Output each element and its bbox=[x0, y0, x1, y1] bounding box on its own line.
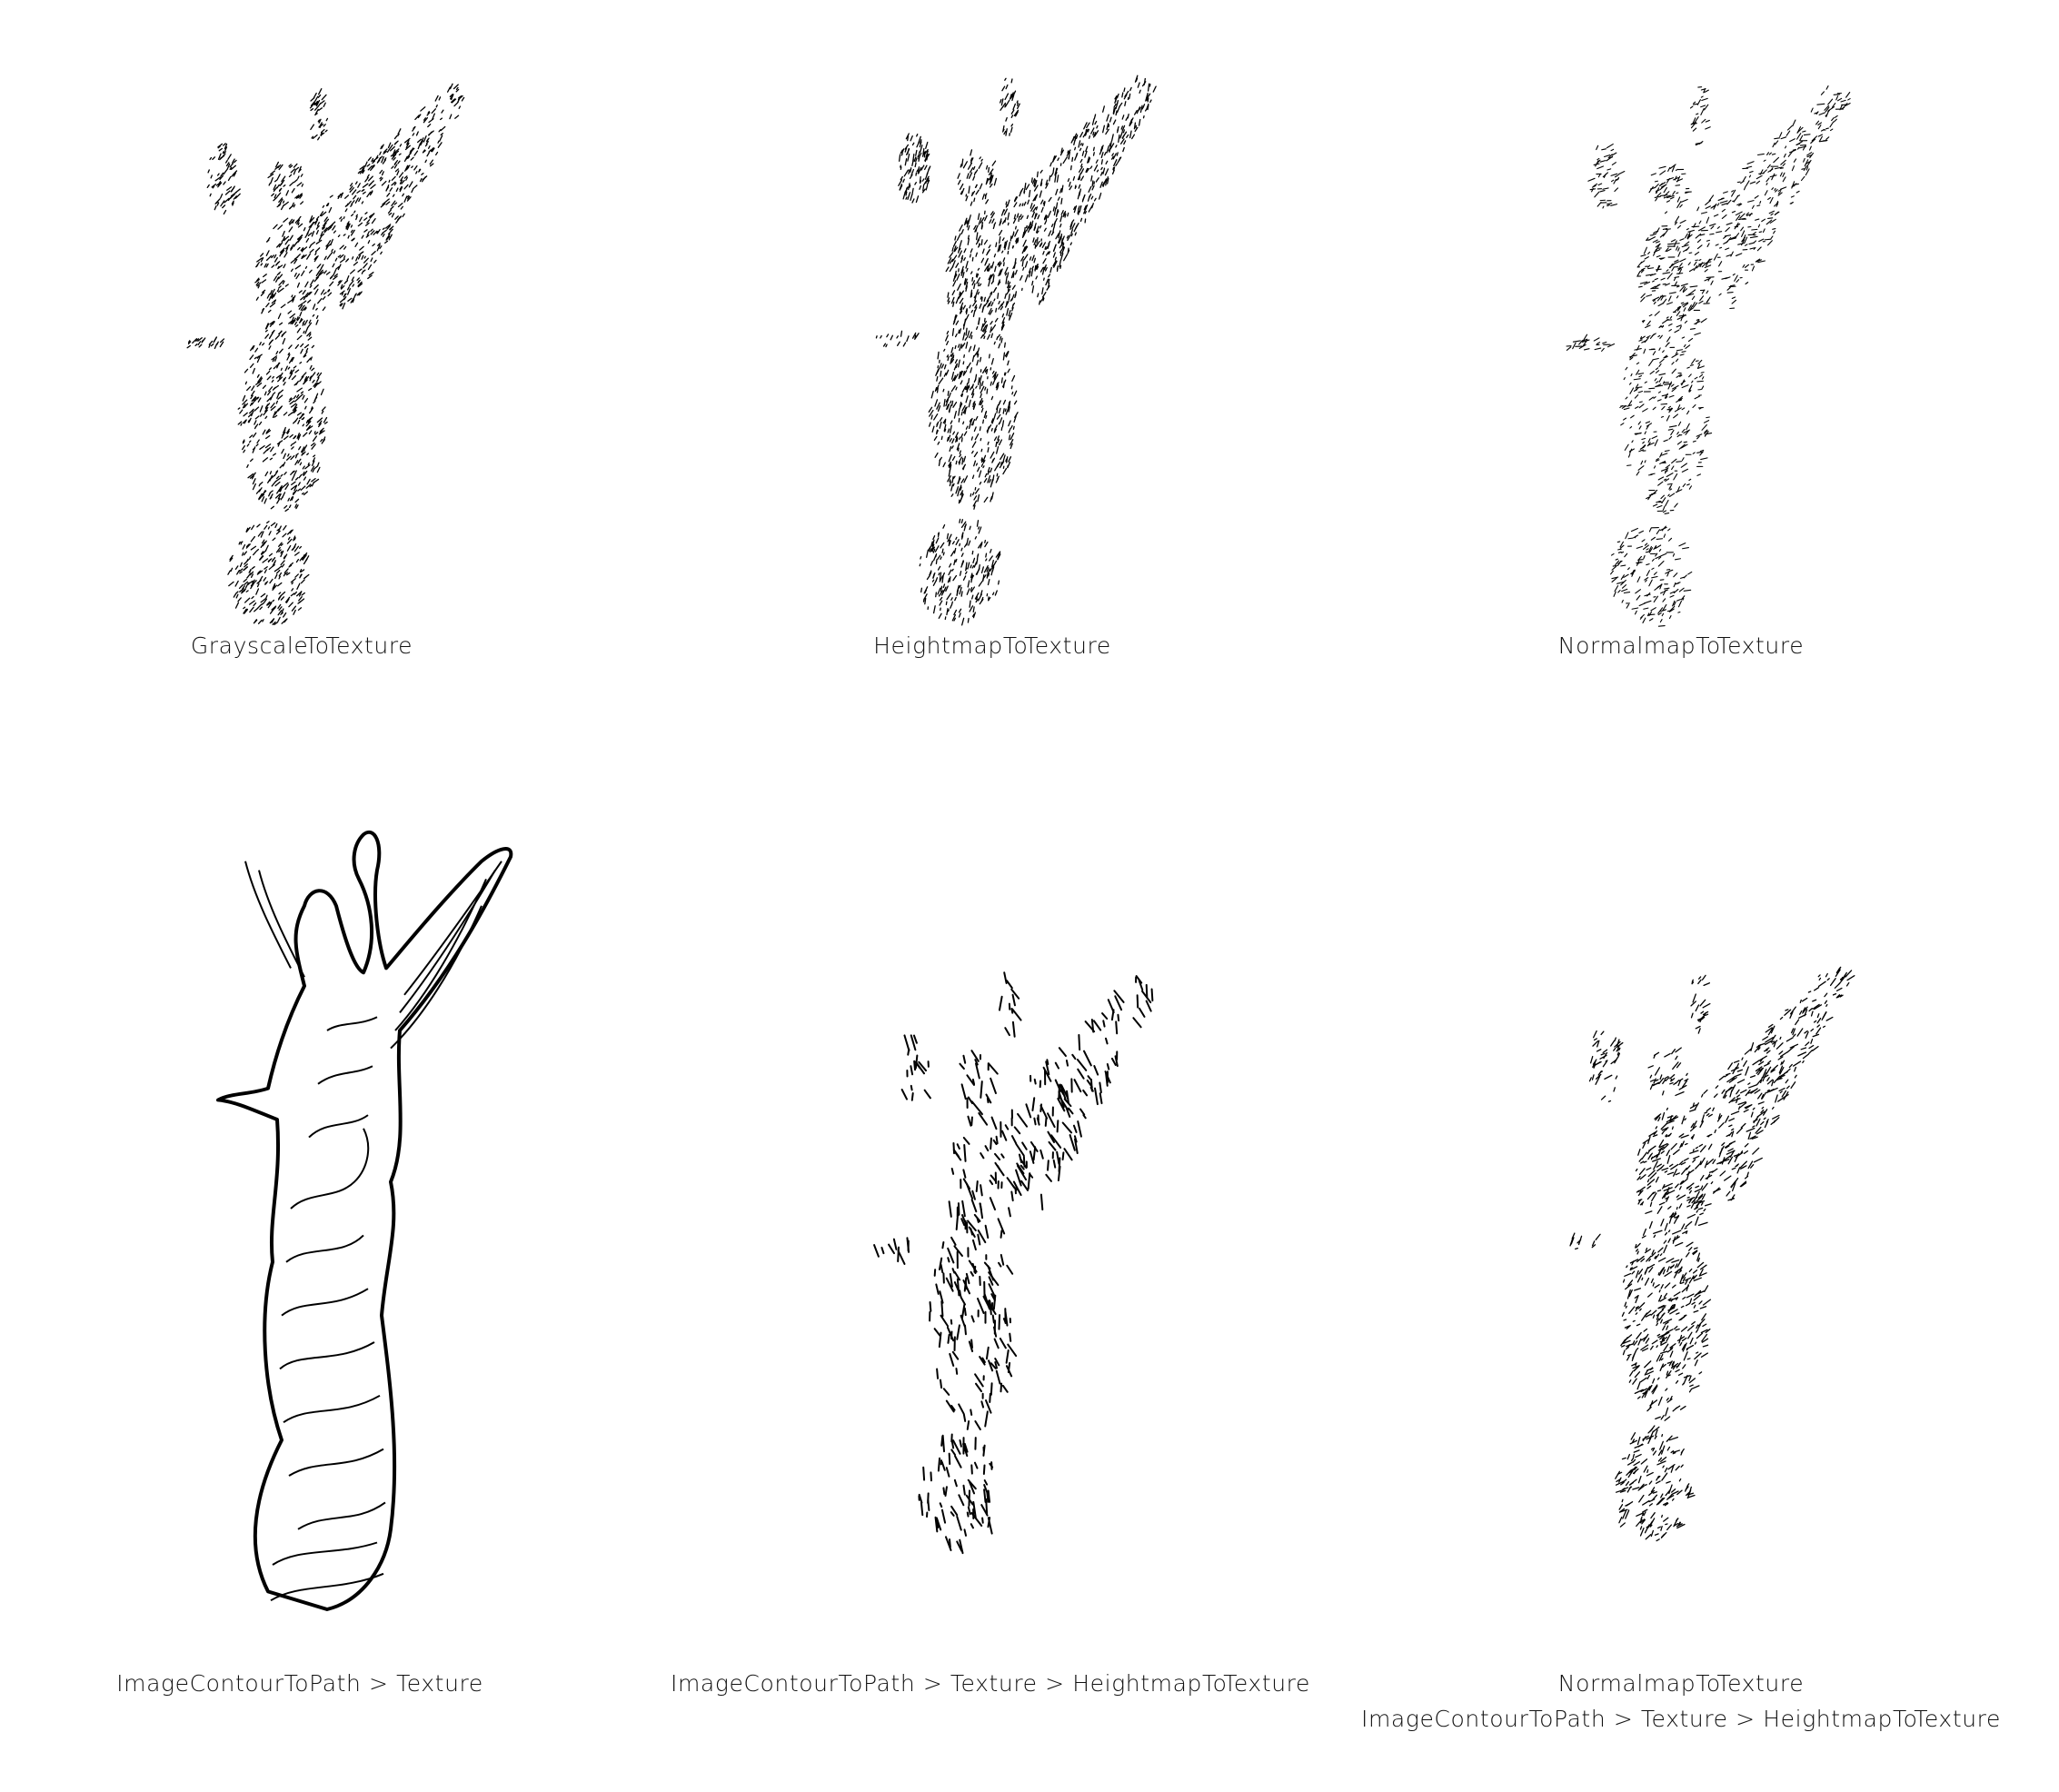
contour-line bbox=[399, 870, 496, 1014]
contour-line bbox=[308, 1114, 369, 1139]
angel-statue-stroke-render bbox=[873, 971, 1154, 1555]
contour-line bbox=[403, 861, 502, 996]
panel-normalmap-to-texture bbox=[1563, 82, 1890, 682]
contour-line bbox=[272, 1541, 378, 1566]
texture-marks bbox=[873, 971, 1154, 1555]
contour-line bbox=[281, 1288, 369, 1317]
angel-statue-mixed-render bbox=[1569, 966, 1855, 1542]
contour-line bbox=[326, 1016, 378, 1031]
angel-statue-stipple-render bbox=[875, 75, 1157, 626]
texture-marks bbox=[1569, 966, 1855, 1542]
texture-marks bbox=[875, 75, 1157, 626]
contour-line bbox=[258, 870, 305, 978]
caption-grayscale-to-texture: GrayscaleToTexture bbox=[190, 632, 413, 659]
contour-lines bbox=[216, 831, 513, 1611]
panel-heightmap-to-texture bbox=[872, 73, 1199, 682]
panel-grayscale-to-texture bbox=[182, 82, 509, 682]
angel-statue-stipple-render bbox=[186, 83, 465, 625]
contour-line bbox=[288, 1448, 384, 1477]
panel-contour-texture-heightmap bbox=[872, 963, 1199, 1599]
contour-line bbox=[283, 1394, 381, 1423]
caption-normalmap-line-2: ImageContourToPath > Texture > Heightmap… bbox=[1361, 1706, 2001, 1732]
angel-statue-stipple-render bbox=[1566, 85, 1851, 627]
caption-normalmap-line-1: NormalmapToTexture bbox=[1557, 1670, 1805, 1697]
caption-contour-texture-heightmap: ImageContourToPath > Texture > Heightmap… bbox=[671, 1670, 1310, 1697]
contour-line bbox=[285, 1234, 364, 1263]
caption-contour-texture: ImageContourToPath > Texture bbox=[116, 1670, 483, 1697]
panel-normalmap-contour-heightmap bbox=[1563, 963, 1890, 1599]
contour-line bbox=[244, 861, 292, 969]
contour-line bbox=[290, 1128, 370, 1210]
contour-line bbox=[390, 905, 482, 1050]
texture-marks bbox=[186, 83, 465, 625]
statue-outline bbox=[216, 831, 513, 1611]
caption-heightmap-to-texture: HeightmapToTexture bbox=[873, 632, 1111, 659]
texture-marks bbox=[1566, 85, 1851, 627]
caption-normalmap-to-texture: NormalmapToTexture bbox=[1557, 632, 1805, 659]
angel-statue-contour-render bbox=[216, 831, 513, 1611]
contour-line bbox=[270, 1572, 384, 1602]
contour-line bbox=[279, 1341, 375, 1370]
panel-contour-texture bbox=[182, 831, 513, 1618]
contour-line bbox=[297, 1501, 386, 1530]
contour-line bbox=[317, 1065, 373, 1085]
